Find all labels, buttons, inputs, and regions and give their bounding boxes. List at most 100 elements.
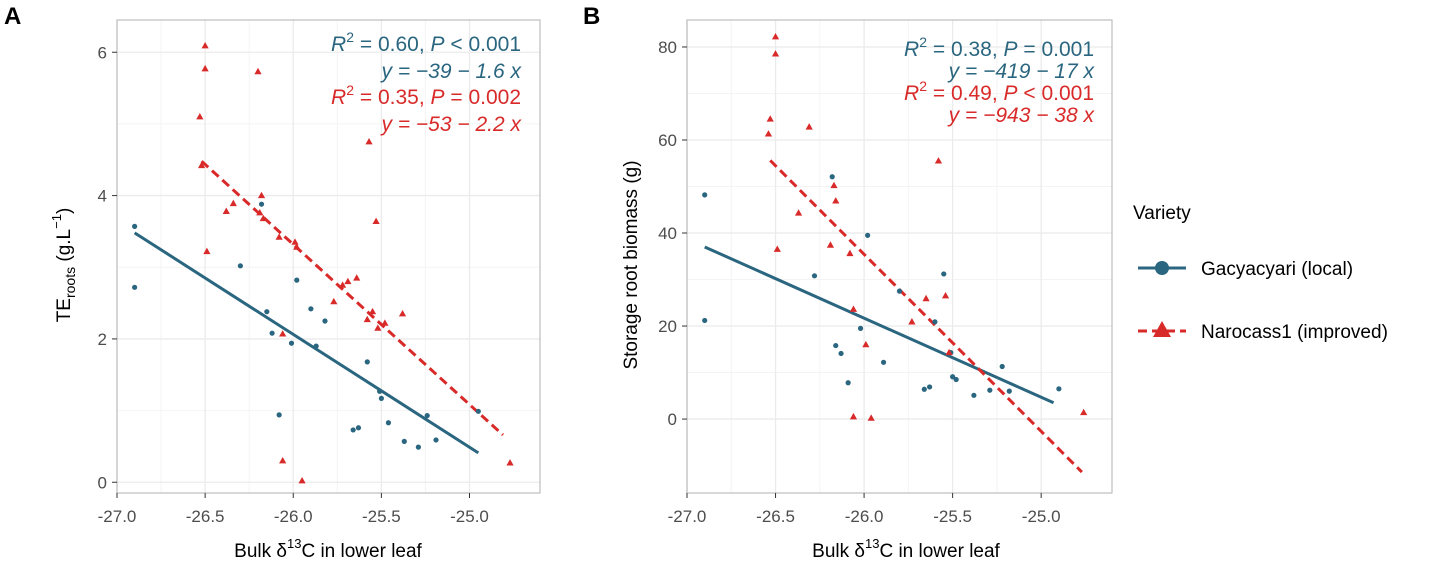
- panel-b-points: [702, 32, 1088, 421]
- point-improved: [257, 191, 266, 199]
- point-local: [377, 388, 383, 394]
- panel-b-ticks: -27.0 -26.5 -26.0 -25.5 -25.0 0 20 40 60 80: [658, 38, 1060, 526]
- panel-b-local-equation: y = −419 − 17 x: [947, 60, 1096, 83]
- x-tick-label: -25.0: [1022, 507, 1061, 526]
- point-local: [702, 317, 708, 324]
- point-local: [313, 343, 319, 349]
- fit-line-improved: [769, 159, 1083, 474]
- panel-b-fit-lines: [704, 159, 1083, 474]
- panel-a-stats: R2 = 0.60, P < 0.001 y = −39 − 1.6 x R2 …: [331, 29, 522, 136]
- x-tick-label: -27.0: [98, 507, 137, 526]
- point-local: [322, 318, 328, 324]
- point-improved: [764, 130, 773, 137]
- panel-a-local-r2-text: R2 = 0.60, P < 0.001: [331, 29, 521, 56]
- panel-a-y-axis-title: TEroots (g.L−1): [49, 208, 78, 323]
- point-local: [276, 412, 282, 418]
- panel-b-stats: R2 = 0.38, P = 0.001 y = −419 − 17 x R2 …: [904, 34, 1095, 127]
- y-tick-label: 0: [98, 473, 107, 492]
- x-tick-label: -26.0: [845, 507, 884, 526]
- x-tick-label: -26.5: [186, 507, 225, 526]
- point-improved: [222, 207, 230, 214]
- point-improved: [849, 305, 858, 312]
- point-improved: [372, 217, 380, 224]
- panel-b-improved-r2-text: R2 = 0.49, P < 0.001: [904, 78, 1094, 105]
- point-local: [1006, 388, 1012, 394]
- point-improved: [203, 247, 211, 255]
- point-local: [1056, 386, 1062, 392]
- y-tick-label: 0: [668, 410, 677, 429]
- point-local: [355, 425, 362, 431]
- legend-marker-local: [1155, 261, 1169, 275]
- point-local: [264, 309, 270, 315]
- point-local: [896, 288, 903, 294]
- point-improved: [365, 138, 373, 145]
- fit-line-local: [133, 231, 480, 455]
- point-local: [433, 437, 439, 443]
- point-local: [865, 232, 871, 238]
- point-local: [258, 201, 265, 207]
- point-improved: [830, 181, 838, 189]
- point-improved: [330, 297, 338, 305]
- point-improved: [374, 324, 382, 331]
- panel-a-improved-equation: y = −53 − 2.2 x: [379, 113, 522, 136]
- point-improved: [846, 249, 854, 257]
- panel-a-improved-r2-text: R2 = 0.35, P = 0.002: [331, 82, 521, 109]
- x-tick-label: -25.5: [933, 507, 972, 526]
- point-local: [350, 427, 356, 433]
- panel-a-local-equation: y = −39 − 1.6 x: [379, 60, 522, 83]
- point-improved: [196, 112, 204, 120]
- point-local: [237, 263, 243, 269]
- point-improved: [862, 340, 870, 348]
- point-local: [857, 325, 864, 331]
- point-improved: [381, 319, 389, 326]
- point-improved: [766, 115, 774, 122]
- point-local: [950, 374, 956, 380]
- point-improved: [826, 241, 835, 248]
- legend-key-improved: [1138, 321, 1186, 337]
- panel-b-x-axis-title: Bulk δ13C in lower leaf: [812, 536, 1000, 562]
- fit-line-improved: [200, 160, 504, 437]
- point-local: [927, 384, 933, 390]
- y-tick-label: 40: [658, 224, 677, 243]
- point-improved: [339, 281, 347, 288]
- point-local: [845, 380, 851, 386]
- legend-key-local: [1138, 261, 1186, 275]
- point-local: [971, 392, 977, 398]
- point-local: [294, 277, 300, 283]
- point-local: [880, 359, 887, 365]
- y-tick-label: 80: [658, 38, 677, 57]
- point-local: [415, 444, 421, 450]
- point-local: [941, 271, 947, 277]
- point-improved: [1080, 408, 1088, 416]
- panel-b-improved-equation: y = −943 − 38 x: [947, 104, 1096, 127]
- point-improved: [256, 208, 264, 216]
- point-improved: [368, 307, 377, 315]
- panel-tag-a: A: [4, 3, 21, 30]
- point-local: [999, 363, 1005, 370]
- fit-line-local: [704, 245, 1055, 405]
- point-improved: [201, 42, 209, 49]
- y-tick-label: 2: [98, 330, 107, 349]
- x-tick-label: -26.0: [274, 507, 313, 526]
- x-tick-label: -25.5: [362, 507, 401, 526]
- panel-a-x-axis-title: Bulk δ13C in lower leaf: [234, 536, 422, 562]
- y-tick-label: 20: [658, 317, 677, 336]
- point-local: [308, 306, 314, 312]
- panel-a-points: [132, 42, 514, 484]
- legend-label-local: Gacyacyari (local): [1201, 259, 1353, 280]
- point-local: [132, 284, 138, 290]
- panel-a-frame: [116, 19, 541, 494]
- point-improved: [344, 277, 352, 285]
- point-local: [833, 342, 839, 349]
- panel-tag-b: B: [583, 3, 600, 30]
- point-improved: [794, 209, 803, 216]
- point-local: [932, 319, 938, 325]
- panel-b-frame: [686, 19, 1113, 494]
- point-local: [702, 192, 708, 198]
- point-improved: [279, 330, 287, 337]
- panel-a-ticks: -27.0 -26.5 -26.0 -25.5 -25.0 0 2 4 6: [98, 43, 489, 526]
- point-local: [424, 413, 430, 419]
- point-improved: [353, 274, 361, 281]
- x-tick-label: -25.0: [450, 507, 489, 526]
